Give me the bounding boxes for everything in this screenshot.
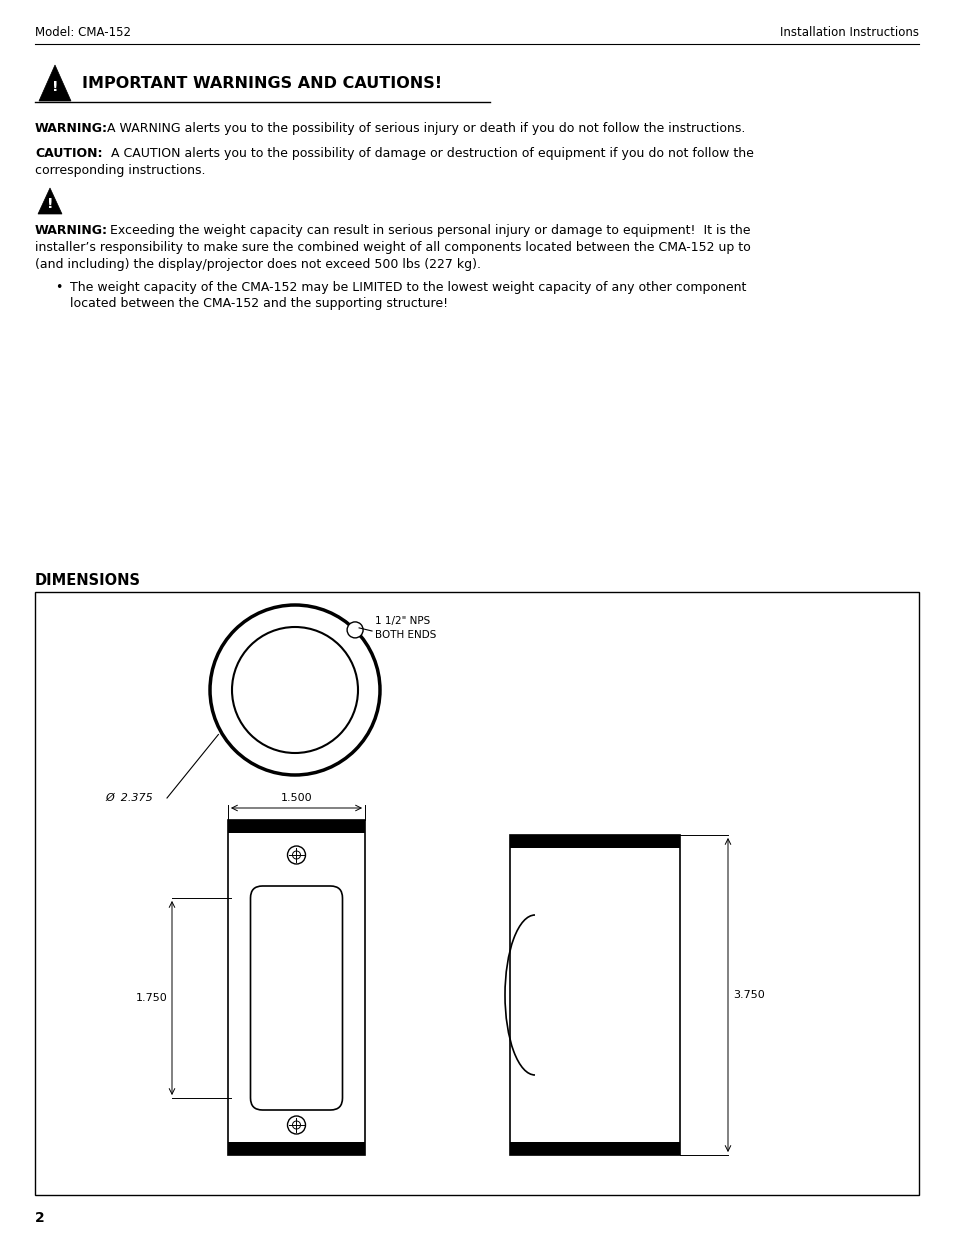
Text: located between the CMA-152 and the supporting structure!: located between the CMA-152 and the supp… bbox=[70, 296, 448, 310]
Polygon shape bbox=[38, 188, 62, 214]
Text: !: ! bbox=[51, 80, 58, 94]
Circle shape bbox=[210, 605, 379, 776]
Circle shape bbox=[293, 851, 300, 860]
Circle shape bbox=[287, 1116, 305, 1134]
Bar bbox=[35, 592, 918, 1195]
Text: (and including) the display/projector does not exceed 500 lbs (227 kg).: (and including) the display/projector do… bbox=[35, 258, 480, 270]
Bar bbox=[228, 820, 365, 1155]
Text: WARNING:: WARNING: bbox=[35, 224, 108, 237]
Text: 3.750: 3.750 bbox=[732, 990, 764, 1000]
Circle shape bbox=[293, 1121, 300, 1129]
Text: 1.750: 1.750 bbox=[136, 993, 168, 1003]
Text: Installation Instructions: Installation Instructions bbox=[780, 26, 918, 38]
Text: DIMENSIONS: DIMENSIONS bbox=[35, 573, 141, 588]
Text: •: • bbox=[55, 282, 62, 294]
Polygon shape bbox=[39, 65, 71, 101]
Text: 1 1/2" NPS: 1 1/2" NPS bbox=[375, 616, 430, 626]
Text: BOTH ENDS: BOTH ENDS bbox=[375, 630, 436, 640]
Text: installer’s responsibility to make sure the combined weight of all components lo: installer’s responsibility to make sure … bbox=[35, 241, 750, 254]
Text: 1.500: 1.500 bbox=[280, 793, 312, 803]
Text: The weight capacity of the CMA-152 may be LIMITED to the lowest weight capacity : The weight capacity of the CMA-152 may b… bbox=[70, 282, 745, 294]
Text: CAUTION:: CAUTION: bbox=[35, 147, 102, 161]
Text: corresponding instructions.: corresponding instructions. bbox=[35, 164, 205, 177]
Text: Ø  2.375: Ø 2.375 bbox=[105, 793, 152, 803]
Text: A WARNING alerts you to the possibility of serious injury or death if you do not: A WARNING alerts you to the possibility … bbox=[103, 122, 744, 135]
Circle shape bbox=[287, 846, 305, 864]
Bar bbox=[510, 1142, 679, 1155]
Bar bbox=[510, 835, 679, 1155]
Text: IMPORTANT WARNINGS AND CAUTIONS!: IMPORTANT WARNINGS AND CAUTIONS! bbox=[82, 75, 441, 90]
Text: Model: CMA-152: Model: CMA-152 bbox=[35, 26, 131, 38]
Text: A CAUTION alerts you to the possibility of damage or destruction of equipment if: A CAUTION alerts you to the possibility … bbox=[107, 147, 753, 161]
Bar bbox=[228, 1142, 365, 1155]
Bar bbox=[228, 820, 365, 832]
Text: !: ! bbox=[47, 198, 53, 211]
Text: WARNING:: WARNING: bbox=[35, 122, 108, 135]
Circle shape bbox=[232, 627, 357, 753]
Text: Exceeding the weight capacity can result in serious personal injury or damage to: Exceeding the weight capacity can result… bbox=[102, 224, 750, 237]
Bar bbox=[510, 835, 679, 848]
Text: 2: 2 bbox=[35, 1212, 45, 1225]
Circle shape bbox=[347, 622, 363, 638]
